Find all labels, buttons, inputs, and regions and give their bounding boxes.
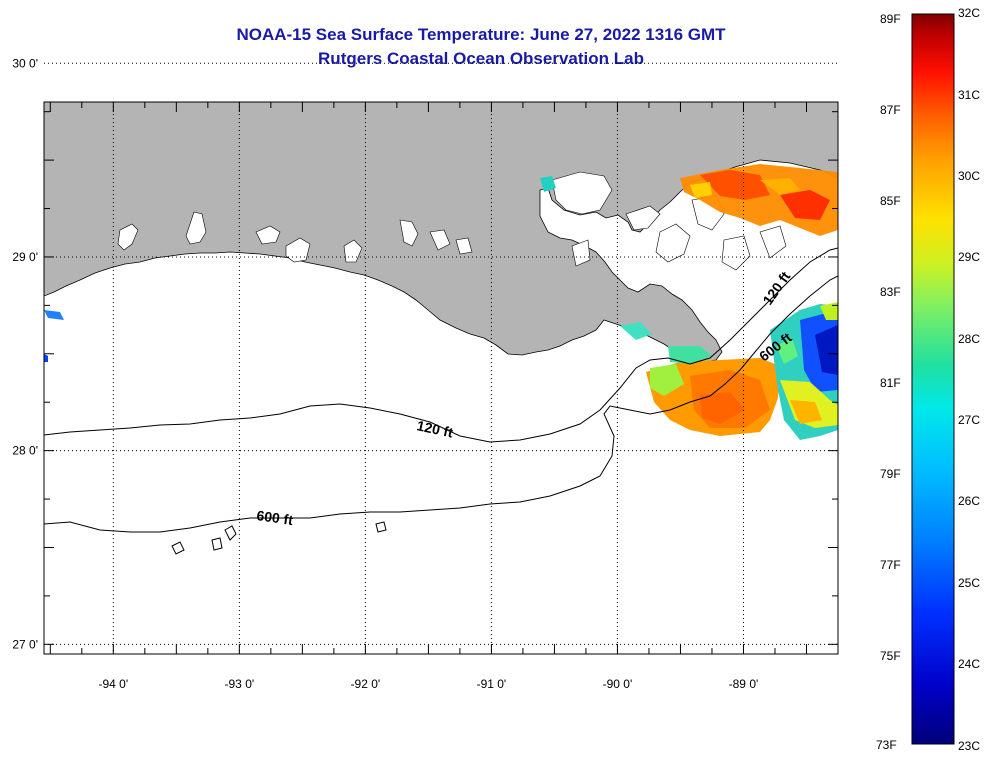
lon-tick-label: -89 0': [729, 677, 759, 691]
cb-f-label: 79F: [880, 467, 901, 481]
latitude-labels: 30 0' 29 0' 28 0' 27 0': [12, 56, 38, 651]
cb-c-label: 24C: [958, 657, 981, 671]
cb-f-label: 83F: [880, 285, 901, 299]
cb-f-label: 85F: [880, 194, 901, 208]
cb-c-label: 31C: [958, 88, 981, 102]
contour-label-120ft: 120 ft: [415, 417, 454, 440]
cb-c-label: 27C: [958, 413, 981, 427]
map-subtitle: Rutgers Coastal Ocean Observation Lab: [318, 49, 644, 68]
lon-tick-label: -93 0': [225, 677, 255, 691]
cb-f-label: 73F: [876, 738, 897, 752]
lon-tick-label: -91 0': [477, 677, 507, 691]
lon-tick-label: -92 0': [351, 677, 381, 691]
cb-c-label: 32C: [958, 6, 981, 20]
longitude-labels: -94 0' -93 0' -92 0' -91 0' -90 0' -89 0': [98, 677, 758, 691]
lat-tick-label: 27 0': [12, 637, 38, 651]
cb-f-label: 87F: [880, 103, 901, 117]
cb-c-label: 30C: [958, 169, 981, 183]
lon-tick-label: -90 0': [603, 677, 633, 691]
cb-c-label: 26C: [958, 494, 981, 508]
map-frame: [43, 101, 839, 655]
cb-f-label: 75F: [880, 649, 901, 663]
cb-f-label: 77F: [880, 558, 901, 572]
cb-c-label: 28C: [958, 332, 981, 346]
cb-f-label: 81F: [880, 376, 901, 390]
sst-patches: [44, 164, 838, 440]
lon-tick-label: -94 0': [98, 677, 128, 691]
colorbar: [911, 13, 955, 745]
lat-tick-label: 28 0': [12, 444, 38, 458]
inland-water: [117, 171, 787, 271]
cb-c-label: 25C: [958, 576, 981, 590]
cb-c-label: 23C: [958, 739, 981, 753]
lat-tick-label: 30 0': [12, 56, 38, 70]
map-title: NOAA-15 Sea Surface Temperature: June 27…: [236, 25, 726, 44]
contour-label-600ft: 600 ft: [256, 507, 295, 528]
lat-tick-label: 29 0': [12, 250, 38, 264]
axis-ticks: [44, 102, 839, 654]
contour-600ft: [44, 275, 838, 533]
cb-c-label: 29C: [958, 250, 981, 264]
cb-f-label: 89F: [880, 12, 901, 26]
